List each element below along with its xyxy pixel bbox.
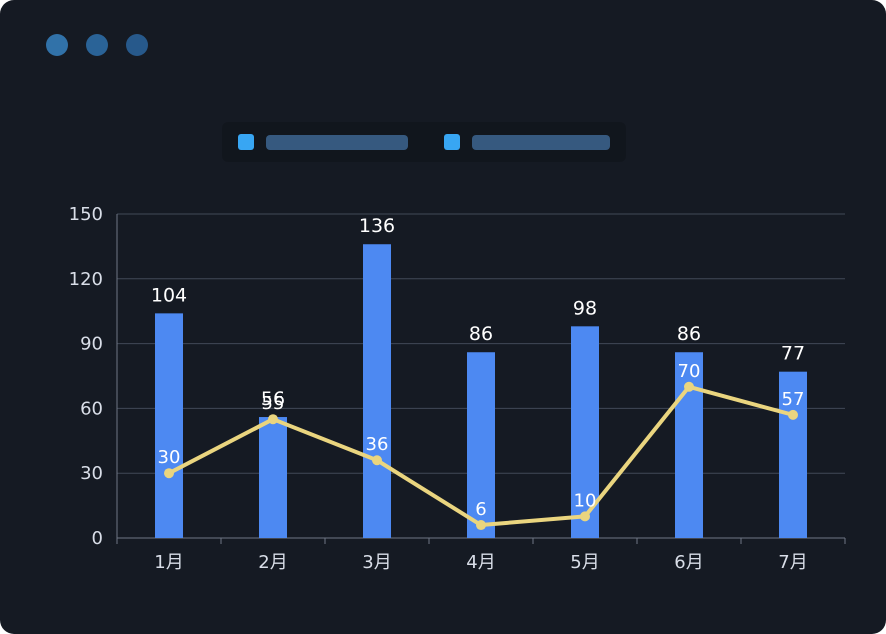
x-tick-label: 2月 — [258, 552, 287, 573]
line-point[interactable] — [372, 455, 382, 466]
line-point[interactable] — [268, 414, 278, 425]
bar-value-label: 86 — [469, 323, 493, 345]
line-value-label: 55 — [262, 393, 285, 414]
line-value-label: 36 — [366, 434, 389, 455]
line-point[interactable] — [164, 468, 174, 479]
titlebar — [46, 34, 148, 56]
x-tick-label: 1月 — [154, 552, 183, 573]
bar[interactable] — [779, 371, 807, 538]
line-point[interactable] — [788, 409, 798, 420]
bar-value-label: 56 — [261, 388, 285, 410]
line-value-label: 30 — [158, 447, 181, 468]
bar-value-label: 86 — [677, 323, 701, 345]
legend-label-placeholder — [266, 134, 408, 150]
y-tick-label: 30 — [80, 463, 103, 484]
line-value-label: 57 — [782, 389, 805, 410]
y-tick-label: 150 — [69, 204, 103, 225]
line-value-label: 70 — [678, 361, 701, 382]
line-point[interactable] — [580, 511, 590, 522]
y-tick-label: 120 — [69, 269, 103, 290]
bar-value-label: 98 — [573, 297, 597, 319]
bar[interactable] — [155, 313, 183, 538]
legend-swatch-icon — [444, 134, 460, 150]
line-value-label: 10 — [574, 490, 597, 511]
legend-item-bar-series[interactable] — [238, 134, 408, 150]
bar-value-label: 104 — [151, 284, 187, 306]
bar[interactable] — [259, 417, 287, 538]
x-tick-label: 3月 — [362, 552, 391, 573]
line-point[interactable] — [476, 520, 486, 531]
legend — [222, 122, 626, 162]
bar[interactable] — [467, 352, 495, 538]
window-dot-1[interactable] — [46, 34, 68, 56]
legend-swatch-icon — [238, 134, 254, 150]
x-tick-label: 4月 — [466, 552, 495, 573]
y-tick-label: 60 — [80, 398, 103, 419]
window-dot-2[interactable] — [86, 34, 108, 56]
x-tick-label: 5月 — [570, 552, 599, 573]
line-value-label: 6 — [475, 499, 486, 520]
window-dot-3[interactable] — [126, 34, 148, 56]
line-point[interactable] — [684, 381, 694, 392]
bar-value-label: 77 — [781, 343, 805, 365]
bar-value-label: 136 — [359, 215, 395, 237]
legend-label-placeholder — [472, 134, 610, 150]
y-tick-label: 90 — [80, 334, 103, 355]
y-tick-label: 0 — [92, 528, 103, 549]
bar[interactable] — [363, 244, 391, 539]
x-tick-label: 7月 — [778, 552, 807, 573]
x-tick-label: 6月 — [674, 552, 703, 573]
legend-item-line-series[interactable] — [444, 134, 610, 150]
